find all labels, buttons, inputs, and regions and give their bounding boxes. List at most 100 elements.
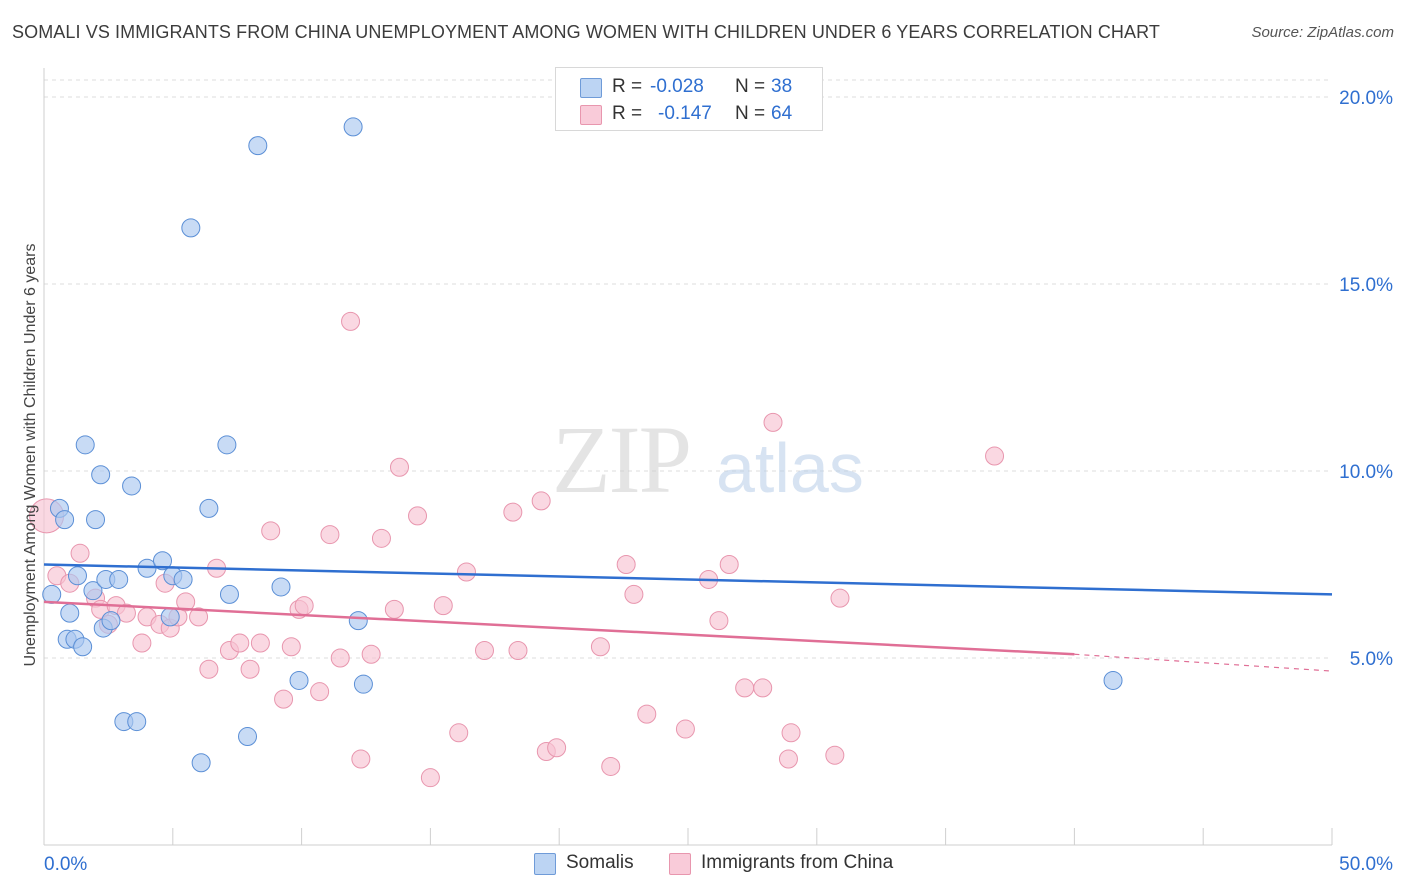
china-point xyxy=(825,745,845,765)
watermark-atlas: atlas xyxy=(716,429,864,507)
china-point xyxy=(590,637,610,657)
somali-point xyxy=(60,603,80,623)
source-label: Source: ZipAtlas.com xyxy=(1251,24,1394,41)
watermark: ZIP atlas xyxy=(552,406,864,513)
china-point xyxy=(330,648,350,668)
china-point xyxy=(240,659,260,679)
china-point xyxy=(361,644,381,664)
china-n-value: 64 xyxy=(771,103,793,124)
x-tick-marks xyxy=(43,828,1333,845)
china-point xyxy=(449,723,469,743)
somali-point xyxy=(101,611,121,631)
china-point xyxy=(294,596,314,616)
china-n-label: N = xyxy=(735,103,766,124)
somali-point xyxy=(191,753,211,773)
somali-point xyxy=(219,584,239,604)
somali-point xyxy=(181,218,201,238)
somali-point xyxy=(1103,670,1123,690)
x-tick-labels: 0.0% 50.0% xyxy=(44,854,1393,875)
china-r-label: R = xyxy=(612,103,643,124)
china-trend-extension xyxy=(1074,653,1333,672)
y-tick-label: 10.0% xyxy=(1339,462,1393,483)
somali-legend-swatch xyxy=(534,853,556,875)
somali-point xyxy=(199,498,219,518)
china-point xyxy=(199,659,219,679)
china-point xyxy=(474,641,494,661)
china-point xyxy=(250,633,270,653)
somali-point xyxy=(67,566,87,586)
y-tick-label: 15.0% xyxy=(1339,275,1393,296)
y-tick-label: 5.0% xyxy=(1350,649,1393,670)
somali-r-label: R = xyxy=(612,76,643,97)
trend-lines xyxy=(43,563,1333,672)
y-axis-label: Unemployment Among Women with Children U… xyxy=(22,243,39,667)
china-point xyxy=(310,682,330,702)
china-point xyxy=(719,555,739,574)
china-point xyxy=(616,555,636,574)
somali-point xyxy=(127,712,147,732)
china-point xyxy=(433,596,453,616)
china-point xyxy=(709,611,729,631)
china-point xyxy=(531,491,551,511)
somali-point xyxy=(109,569,129,589)
somali-point xyxy=(42,584,62,604)
china-point xyxy=(389,457,409,477)
somali-point xyxy=(83,581,103,601)
china-point xyxy=(116,603,136,623)
somali-point xyxy=(55,510,75,530)
china-point xyxy=(132,633,152,653)
china-point xyxy=(320,525,340,545)
china-point xyxy=(637,704,657,724)
somali-r-value: -0.028 xyxy=(650,76,704,97)
somali-point xyxy=(343,117,363,137)
somali-point xyxy=(86,510,106,530)
china-legend-label: Immigrants from China xyxy=(701,852,894,873)
china-swatch xyxy=(580,105,602,125)
somali-swatch xyxy=(580,78,602,98)
china-point xyxy=(508,641,528,661)
china-point xyxy=(420,768,440,788)
somali-point xyxy=(348,611,368,631)
somali-point xyxy=(353,674,373,694)
china-point xyxy=(753,678,773,698)
x-tick-label: 0.0% xyxy=(44,854,87,875)
somali-point xyxy=(271,577,291,597)
china-point xyxy=(547,738,567,758)
x-tick-label: 50.0% xyxy=(1339,854,1393,875)
china-point xyxy=(176,592,196,612)
china-point xyxy=(675,719,695,739)
china-point xyxy=(408,506,428,526)
somali-point xyxy=(122,476,142,496)
somali-point xyxy=(238,727,258,747)
correlation-legend: R = -0.028 N = 38 R = -0.147 N = 64 xyxy=(555,67,823,131)
grid-lines xyxy=(44,79,1332,659)
china-point xyxy=(189,607,209,627)
somali-series-points xyxy=(42,117,1123,773)
china-point xyxy=(274,689,294,709)
somali-point xyxy=(73,637,93,657)
china-point xyxy=(70,543,90,563)
china-point xyxy=(261,521,281,541)
somali-point xyxy=(173,569,193,589)
china-point xyxy=(341,311,361,331)
somali-point xyxy=(217,435,237,455)
china-point xyxy=(624,584,644,604)
somali-point xyxy=(160,607,180,627)
china-point xyxy=(830,588,850,608)
china-r-value: -0.147 xyxy=(658,103,712,124)
watermark-zip: ZIP xyxy=(552,406,690,513)
somali-n-value: 38 xyxy=(771,76,793,97)
somali-point xyxy=(75,435,95,455)
somali-trend-line xyxy=(43,563,1333,596)
china-series-points xyxy=(29,311,1005,788)
china-point xyxy=(601,756,621,776)
china-point xyxy=(778,749,798,769)
somali-n-label: N = xyxy=(735,76,766,97)
china-point xyxy=(281,637,301,657)
china-trend-line xyxy=(43,600,1075,656)
somali-point xyxy=(91,465,111,485)
somali-legend-label: Somalis xyxy=(566,852,634,873)
china-point xyxy=(735,678,755,698)
somali-point xyxy=(152,551,172,571)
y-tick-labels: 5.0% 10.0% 15.0% 20.0% xyxy=(1339,88,1393,670)
